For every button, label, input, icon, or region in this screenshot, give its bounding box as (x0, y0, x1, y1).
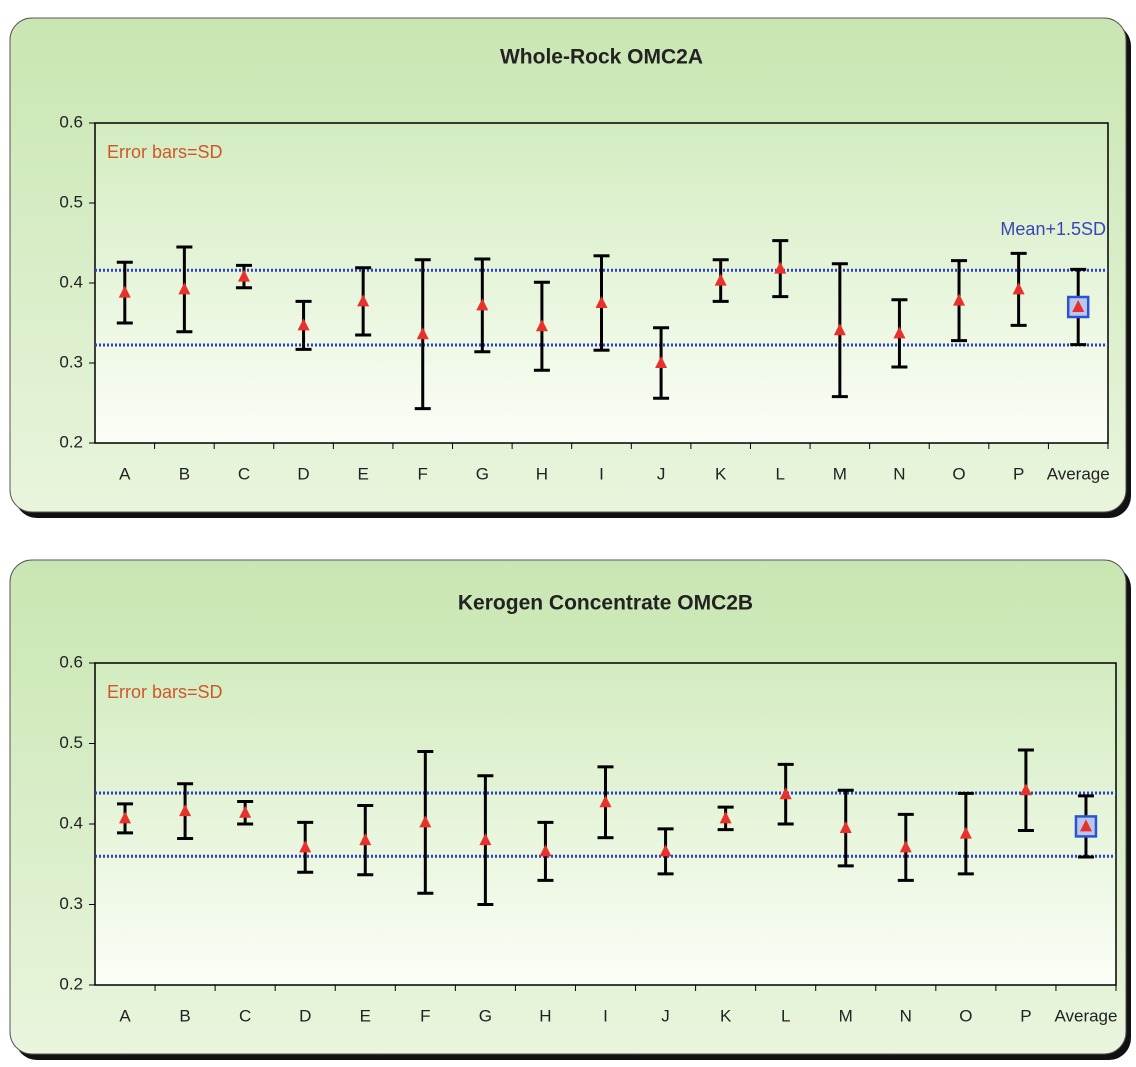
x-tick-label: E (357, 464, 368, 483)
point (833, 323, 846, 336)
x-tick-label: B (179, 1006, 190, 1025)
point (655, 356, 668, 368)
x-tick-label: Average (1054, 1006, 1117, 1025)
y-tick-label: 0.3 (59, 352, 83, 371)
point (359, 833, 372, 846)
annotation: Error bars=SD (107, 682, 223, 702)
point (599, 795, 612, 808)
x-tick-label: H (539, 1006, 551, 1025)
y-tick-label: 0.2 (59, 432, 83, 451)
point (719, 811, 732, 824)
x-tick-label: F (418, 464, 428, 483)
point (595, 296, 608, 308)
point (714, 273, 727, 286)
x-tick-label: C (238, 464, 250, 483)
y-tick-label: 0.3 (59, 894, 83, 913)
x-tick-label: N (900, 1006, 912, 1025)
x-tick-label: L (776, 464, 785, 483)
point (419, 815, 432, 828)
y-tick-label: 0.4 (59, 813, 83, 832)
point (178, 282, 191, 295)
x-tick-label: D (299, 1006, 311, 1025)
point (1079, 819, 1092, 832)
point (297, 318, 310, 331)
annotation: Error bars=SD (107, 142, 223, 162)
x-tick-label: A (119, 1006, 131, 1025)
y-tick-label: 0.6 (59, 112, 83, 131)
point (119, 811, 132, 824)
x-tick-label: G (479, 1006, 492, 1025)
y-tick-label: 0.5 (59, 192, 83, 211)
x-tick-label: J (661, 1006, 670, 1025)
x-tick-label: G (476, 464, 489, 483)
x-tick-label: P (1013, 464, 1024, 483)
point (239, 805, 252, 818)
point (1019, 783, 1032, 796)
x-tick-label: Average (1047, 464, 1110, 483)
x-tick-label: M (839, 1006, 853, 1025)
x-tick-label: P (1020, 1006, 1031, 1025)
point (539, 844, 552, 857)
reference-label: Mean+1.5SD (1000, 219, 1106, 239)
x-tick-label: F (420, 1006, 430, 1025)
point (299, 840, 312, 853)
point (535, 319, 548, 332)
point (1012, 282, 1025, 295)
point (899, 840, 912, 853)
point (779, 787, 792, 800)
y-tick-label: 0.2 (59, 974, 83, 993)
chart-title: Whole-Rock OMC2A (500, 46, 703, 69)
x-tick-label: J (657, 464, 666, 483)
point (357, 294, 370, 307)
point (959, 826, 972, 839)
x-tick-label: H (536, 464, 548, 483)
x-tick-label: D (297, 464, 309, 483)
x-tick-label: M (833, 464, 847, 483)
chart-title: Kerogen Concentrate OMC2B (458, 592, 753, 615)
point (659, 844, 672, 857)
x-tick-label: E (360, 1006, 371, 1025)
point (416, 327, 429, 340)
x-tick-label: O (952, 464, 965, 483)
point (237, 269, 250, 282)
x-tick-label: B (179, 464, 190, 483)
point (1072, 300, 1085, 312)
x-tick-label: O (959, 1006, 972, 1025)
point (179, 804, 192, 817)
x-tick-label: N (893, 464, 905, 483)
y-tick-label: 0.6 (59, 652, 83, 671)
point (118, 285, 131, 298)
x-tick-label: L (781, 1006, 790, 1025)
point (893, 326, 906, 339)
point (839, 821, 852, 834)
point (479, 833, 492, 846)
x-tick-label: I (599, 464, 604, 483)
y-tick-label: 0.4 (59, 272, 83, 291)
x-tick-label: C (239, 1006, 251, 1025)
point (476, 298, 489, 311)
point (774, 261, 787, 274)
x-tick-label: K (720, 1006, 732, 1025)
x-tick-label: A (119, 464, 131, 483)
x-tick-label: K (715, 464, 727, 483)
y-tick-label: 0.5 (59, 733, 83, 752)
point (953, 293, 966, 306)
x-tick-label: I (603, 1006, 608, 1025)
